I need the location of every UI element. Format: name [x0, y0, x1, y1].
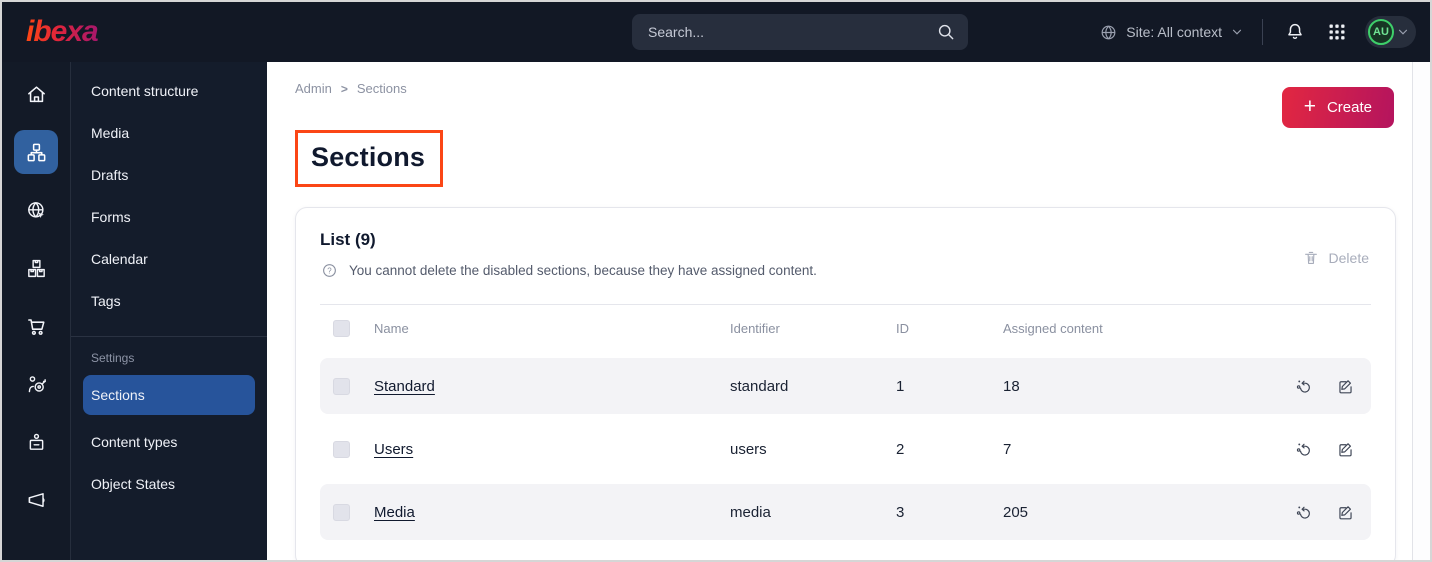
site-context-selector[interactable]: Site: All context	[1099, 23, 1244, 42]
breadcrumb-separator: >	[340, 81, 348, 96]
edit-icon[interactable]	[1336, 377, 1355, 396]
breadcrumb-sections: Sections	[356, 81, 407, 96]
site-globe-icon[interactable]	[14, 188, 58, 232]
globe-icon	[1099, 23, 1118, 42]
page-title: Sections	[311, 142, 426, 172]
section-id: 2	[896, 440, 905, 458]
sidebar-item-calendar[interactable]: Calendar	[91, 251, 148, 267]
edit-icon[interactable]	[1336, 440, 1355, 459]
scrollbar-track[interactable]	[1412, 62, 1430, 560]
card-divider	[320, 304, 1371, 305]
sidebar-item-object-states[interactable]: Object States	[91, 476, 176, 492]
main-content: Admin > Sections + Create Sections List …	[267, 62, 1412, 560]
ibexa-logo[interactable]: ibexa	[26, 15, 99, 48]
sidebar-settings-label: Settings	[91, 351, 135, 365]
trash-icon	[1304, 251, 1317, 264]
topbar-divider	[1262, 19, 1263, 45]
table-row: Media media 3 205	[320, 484, 1371, 540]
table-row: Standard standard 1 18	[320, 358, 1371, 414]
sections-list-card: List (9) ? You cannot delete the disable…	[295, 207, 1396, 560]
section-assigned-count: 205	[1003, 503, 1029, 521]
search-input[interactable]	[632, 24, 936, 40]
breadcrumb: Admin > Sections	[295, 62, 1396, 96]
assign-content-icon[interactable]	[1295, 503, 1314, 522]
section-id: 1	[896, 377, 905, 395]
topbar: ibexa Site: All context	[2, 2, 1430, 62]
help-icon: ?	[323, 264, 336, 277]
sidebar-item-content-types[interactable]: Content types	[91, 434, 178, 450]
section-identifier: media	[730, 503, 771, 521]
app-grid-icon[interactable]	[1323, 18, 1351, 46]
commerce-cart-icon[interactable]	[14, 304, 58, 348]
column-header-name: Name	[374, 320, 409, 336]
list-note: ? You cannot delete the disabled section…	[320, 261, 1371, 280]
delete-button[interactable]: Delete	[1302, 249, 1369, 267]
breadcrumb-admin[interactable]: Admin	[295, 81, 332, 96]
notifications-bell-icon[interactable]	[1281, 18, 1309, 46]
edit-icon[interactable]	[1336, 503, 1355, 522]
create-button-label: Create	[1326, 99, 1372, 116]
user-menu[interactable]: AU	[1365, 16, 1416, 48]
section-name-link[interactable]: Users	[374, 440, 414, 458]
customer-badge-icon[interactable]	[14, 420, 58, 464]
column-header-id: ID	[896, 320, 909, 336]
search-icon[interactable]	[936, 22, 956, 42]
page-title-highlight-box: Sections	[295, 130, 444, 187]
topbar-right: Site: All context AU	[1099, 2, 1416, 62]
assign-content-icon[interactable]	[1295, 440, 1314, 459]
select-all-checkbox[interactable]	[333, 319, 350, 337]
assign-content-icon[interactable]	[1295, 377, 1314, 396]
section-assigned-count: 7	[1003, 440, 1012, 458]
site-context-label: Site: All context	[1126, 24, 1222, 40]
product-catalog-icon[interactable]	[14, 246, 58, 290]
sidebar-item-forms[interactable]: Forms	[91, 209, 131, 225]
plus-icon: +	[1303, 95, 1316, 118]
row-checkbox[interactable]	[333, 503, 350, 521]
marketing-megaphone-icon[interactable]	[14, 478, 58, 522]
sidebar-item-tags[interactable]: Tags	[91, 293, 121, 309]
sidebar-item-content-structure[interactable]: Content structure	[91, 83, 199, 99]
create-button[interactable]: + Create	[1281, 87, 1394, 128]
table-header: Name Identifier ID Assigned content	[320, 305, 1371, 351]
sidebar-item-media[interactable]: Media	[91, 125, 130, 141]
section-assigned-count: 18	[1003, 377, 1020, 395]
sidebar-item-sections[interactable]: Sections	[83, 375, 255, 415]
row-checkbox[interactable]	[333, 377, 350, 395]
section-identifier: users	[730, 440, 767, 458]
global-search	[632, 14, 968, 50]
column-header-identifier: Identifier	[730, 320, 780, 336]
section-name-link[interactable]: Media	[374, 503, 415, 521]
list-note-text: You cannot delete the disabled sections,…	[349, 263, 817, 278]
svg-text:?: ?	[327, 266, 332, 275]
section-name-link[interactable]: Standard	[374, 377, 435, 395]
icon-rail	[2, 62, 70, 560]
chevron-down-icon	[1232, 29, 1242, 35]
chevron-down-icon	[1398, 29, 1408, 35]
list-title: List (9)	[320, 230, 376, 249]
column-header-assigned-content: Assigned content	[1003, 320, 1103, 336]
personalization-target-icon[interactable]	[14, 362, 58, 406]
sidebar-item-drafts[interactable]: Drafts	[91, 167, 129, 183]
avatar: AU	[1368, 19, 1394, 45]
section-identifier: standard	[730, 377, 789, 395]
sidebar-divider	[71, 336, 267, 337]
section-id: 3	[896, 503, 905, 521]
delete-button-label: Delete	[1328, 250, 1369, 266]
sidebar-menu: Content structure Media Drafts Forms Cal…	[70, 62, 267, 560]
content-structure-icon[interactable]	[14, 130, 58, 174]
home-icon[interactable]	[14, 72, 58, 116]
row-checkbox[interactable]	[333, 440, 350, 458]
table-row: Users users 2 7	[320, 421, 1371, 477]
